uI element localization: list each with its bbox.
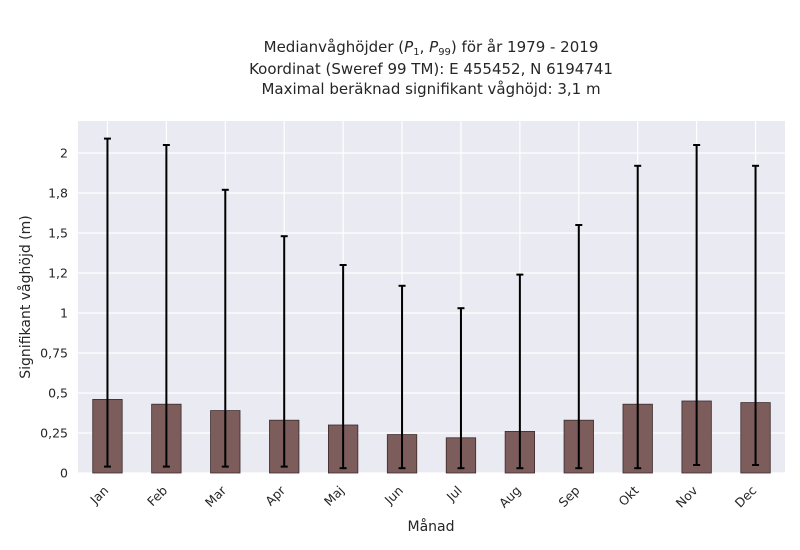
error-bar-maj [339,264,347,470]
x-tick-label: Maj [321,483,347,509]
y-axis-label: Signifikant våghöjd (m) [17,215,34,378]
y-tick-label: 1,8 [48,186,68,201]
error-bar-jan [103,137,111,468]
title-line-3: Maximal beräknad signifikant våghöjd: 3,… [261,80,600,98]
y-tick-label: 2 [60,146,68,161]
y-tick-label: 0,5 [48,386,68,401]
x-axis-ticks: Jan Feb Mar Apr Maj Jun Jul Aug Sep Okt Nov Dec [86,482,759,510]
x-tick-label: Okt [615,483,641,509]
plot-area [78,121,785,473]
x-tick-label: Feb [144,483,170,509]
x-tick-label: Jun [381,483,406,508]
error-bar-mar [221,188,229,468]
x-tick-label: Jul [443,483,465,505]
error-bar-apr [280,235,288,468]
chart-title: Medianvåghöjder (P1, P99) för år 1979 - … [249,38,613,98]
y-tick-label: 1,5 [48,226,68,241]
y-tick-label: 1 [60,306,68,321]
error-bar-jul [457,307,465,470]
x-tick-label: Jan [86,483,111,508]
title-line-1: Medianvåghöjder (P1, P99) för år 1979 - … [264,38,599,58]
x-tick-label: Nov [673,482,701,510]
x-tick-label: Mar [202,482,230,510]
y-tick-label: 0,25 [40,426,68,441]
x-tick-label: Dec [732,483,760,511]
y-tick-label: 1,2 [48,266,68,281]
error-bar-sep [575,224,583,470]
y-axis-ticks: 0 0,25 0,5 0,75 1 1,2 1,5 1,8 2 [40,146,68,481]
error-bar-aug [516,273,524,470]
error-bar-feb [162,144,170,468]
error-bar-okt [634,164,642,470]
y-tick-label: 0,75 [40,346,68,361]
error-bar-dec [752,164,760,466]
error-bar-nov [693,144,701,466]
x-tick-label: Apr [262,482,289,509]
x-tick-label: Sep [555,483,582,510]
x-tick-label: Aug [496,483,524,511]
title-line-2: Koordinat (Sweref 99 TM): E 455452, N 61… [249,60,613,78]
y-tick-label: 0 [60,466,68,481]
x-axis-label: Månad [408,518,455,535]
error-bars [103,137,760,470]
error-bar-jun [398,284,406,470]
